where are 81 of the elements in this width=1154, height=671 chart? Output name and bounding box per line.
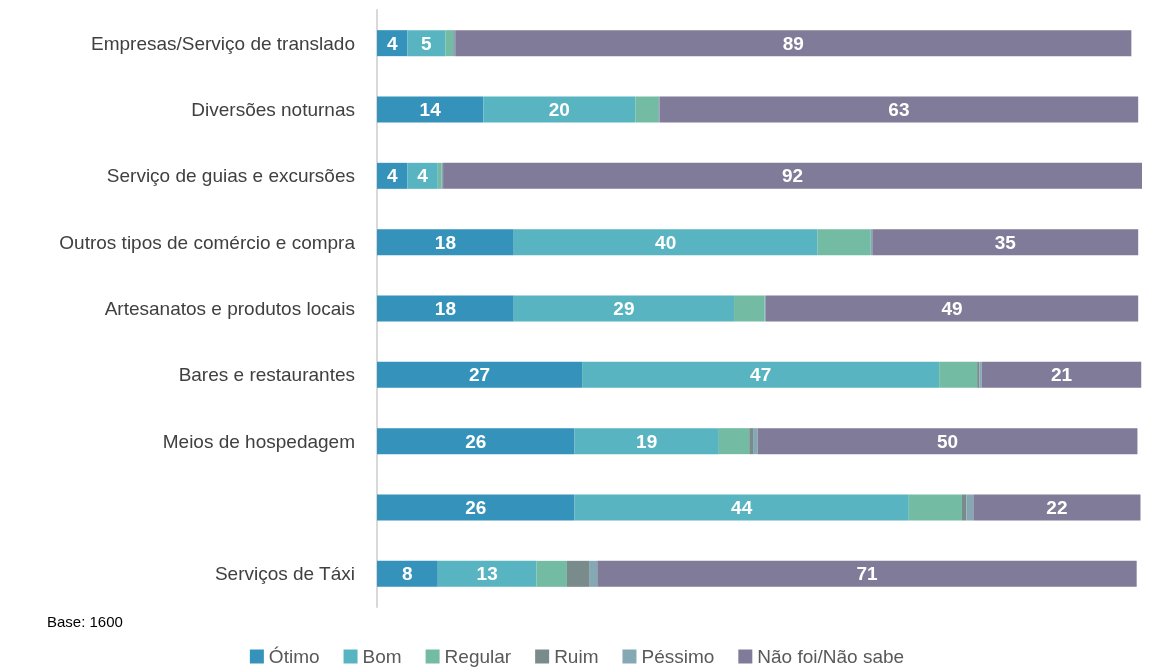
bar <box>574 494 909 521</box>
legend-label: Não foi/Não sabe <box>757 646 905 667</box>
bar <box>635 96 659 123</box>
bar <box>377 229 514 256</box>
legend-label: Ruim <box>554 646 599 667</box>
data-label: 18 <box>434 231 456 253</box>
bar <box>597 560 1137 587</box>
data-label: 21 <box>1050 364 1073 386</box>
data-label: 44 <box>731 497 753 518</box>
data-label: 49 <box>941 298 963 319</box>
legend-label: Regular <box>444 646 512 667</box>
legend-label: Bom <box>362 646 402 667</box>
bar <box>734 295 765 322</box>
legend-label: Péssimo <box>641 646 715 667</box>
bar <box>872 229 1139 256</box>
data-label: 5 <box>421 32 433 54</box>
data-label: 50 <box>936 430 959 452</box>
data-label: 4 <box>417 165 429 187</box>
data-label: 26 <box>465 497 487 518</box>
data-label: 14 <box>419 99 442 120</box>
bar <box>574 428 719 455</box>
data-label: 27 <box>468 364 491 386</box>
bar <box>981 361 1142 388</box>
bar <box>536 560 567 587</box>
legend-label: Ótimo <box>268 646 320 667</box>
text: Base: 1600 <box>47 613 123 630</box>
data-label: 4 <box>386 165 398 187</box>
data-label: 4 <box>386 32 398 54</box>
data-label: 20 <box>548 99 570 120</box>
data-label: 29 <box>613 298 635 319</box>
bar <box>566 560 590 587</box>
bar <box>377 295 514 322</box>
bar <box>445 30 453 57</box>
data-label: 63 <box>888 99 910 120</box>
bar <box>377 560 438 587</box>
y-tick-label: Bares e restaurantes <box>178 364 355 386</box>
bar <box>939 361 978 388</box>
bar <box>749 428 754 455</box>
y-tick-label: Serviço de guias e excursões <box>106 165 355 187</box>
y-tick-label: Serviços de Táxi <box>214 563 355 585</box>
bar <box>961 494 967 521</box>
data-label: 22 <box>1046 497 1068 518</box>
bar <box>589 560 598 587</box>
bar <box>765 295 1139 322</box>
bar <box>377 428 575 455</box>
bar <box>455 30 1132 57</box>
bar <box>753 428 758 455</box>
bar <box>757 428 1138 455</box>
bar <box>659 96 1139 123</box>
bar <box>377 361 583 388</box>
y-tick-label: Meios de hospedagem <box>162 430 355 452</box>
bar <box>443 162 1142 189</box>
bar <box>513 295 735 322</box>
data-label: 92 <box>781 165 804 187</box>
bar <box>908 494 962 521</box>
data-label: 89 <box>782 32 804 54</box>
bar <box>437 560 537 587</box>
bar <box>817 229 871 256</box>
bar <box>407 30 446 57</box>
data-label: 13 <box>476 563 498 585</box>
y-tick-label: Diversões noturnas <box>191 99 355 120</box>
data-label: 26 <box>465 430 487 452</box>
bar <box>973 494 1141 521</box>
data-label: 18 <box>434 298 456 319</box>
data-label: 71 <box>856 563 878 585</box>
y-tick-label: Empresas/Serviço de translado <box>90 32 355 54</box>
bar <box>437 162 442 189</box>
bar <box>718 428 750 455</box>
bar <box>407 162 438 189</box>
y-tick-label: Artesanatos e produtos locais <box>104 298 355 319</box>
data-label: 8 <box>402 563 413 585</box>
bar <box>377 494 575 521</box>
data-label: 35 <box>994 231 1017 253</box>
y-tick-label: Outros tipos de comércio e compra <box>59 231 356 253</box>
bar <box>582 361 940 388</box>
bar <box>377 96 484 123</box>
data-label: 19 <box>636 430 658 452</box>
bar <box>483 96 636 123</box>
data-label: 47 <box>750 364 772 386</box>
data-label: 40 <box>655 231 677 253</box>
bar <box>513 229 818 256</box>
